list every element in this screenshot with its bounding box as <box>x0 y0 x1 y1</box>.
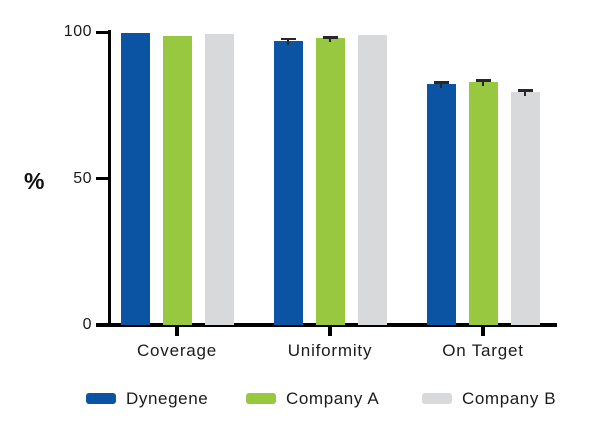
error-bar-line <box>440 82 442 88</box>
y-tick-label: 0 <box>82 316 92 333</box>
error-bar-line <box>524 90 526 96</box>
x-tick <box>175 326 179 336</box>
y-tick-label: 50 <box>73 169 92 187</box>
legend-label: Company B <box>462 389 557 408</box>
bar-company-a-on-target <box>468 82 498 325</box>
legend-swatch <box>422 393 452 404</box>
y-tick <box>96 177 111 180</box>
error-bar-cap <box>517 89 533 92</box>
bar-dynegene-coverage <box>120 32 150 325</box>
error-bar-line <box>287 38 289 45</box>
legend-swatch <box>86 393 116 404</box>
bar-company-a-uniformity <box>315 38 345 325</box>
category-label: On Target <box>442 341 524 360</box>
bar-company-a-coverage <box>162 36 192 325</box>
category-label: Coverage <box>136 341 218 360</box>
bar-dynegene-uniformity <box>273 40 303 325</box>
y-tick <box>96 30 111 34</box>
legend-label: Dynegene <box>126 389 209 408</box>
legend-label: Company A <box>286 389 380 408</box>
bar-company-b-coverage <box>204 33 234 325</box>
y-tick-label: 100 <box>63 23 92 40</box>
legend-item-company-b: Company B <box>422 390 572 408</box>
error-bar-line <box>482 80 484 87</box>
bar-dynegene-on-target <box>426 83 456 325</box>
error-bar-cap <box>433 81 449 84</box>
y-tick <box>96 323 111 327</box>
category-label: Uniformity <box>287 341 373 360</box>
x-tick <box>328 326 332 336</box>
bar-company-b-on-target <box>510 91 540 325</box>
error-bar-cap <box>322 35 338 39</box>
error-bar-line <box>329 36 331 43</box>
legend-item-dynegene: Dynegene <box>86 390 236 408</box>
y-axis-label: % <box>24 168 45 194</box>
legend-item-company-a: Company A <box>246 390 396 408</box>
error-bar-cap <box>475 79 491 82</box>
x-tick <box>481 326 485 336</box>
error-bar-cap <box>280 37 296 41</box>
legend-swatch <box>246 393 276 404</box>
bar-company-b-uniformity <box>357 35 387 325</box>
